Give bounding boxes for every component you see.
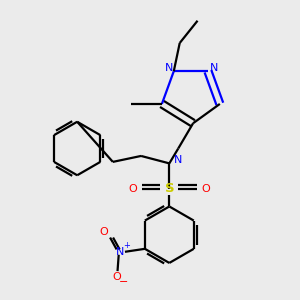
Text: N: N <box>116 247 124 257</box>
Text: O: O <box>202 184 210 194</box>
Text: N: N <box>173 155 182 165</box>
Text: S: S <box>164 182 174 195</box>
Text: N: N <box>210 63 219 73</box>
Text: −: − <box>118 278 128 287</box>
Text: O: O <box>112 272 121 282</box>
Text: O: O <box>128 184 137 194</box>
Text: +: + <box>124 241 130 250</box>
Text: O: O <box>100 226 109 237</box>
Text: N: N <box>165 63 173 73</box>
